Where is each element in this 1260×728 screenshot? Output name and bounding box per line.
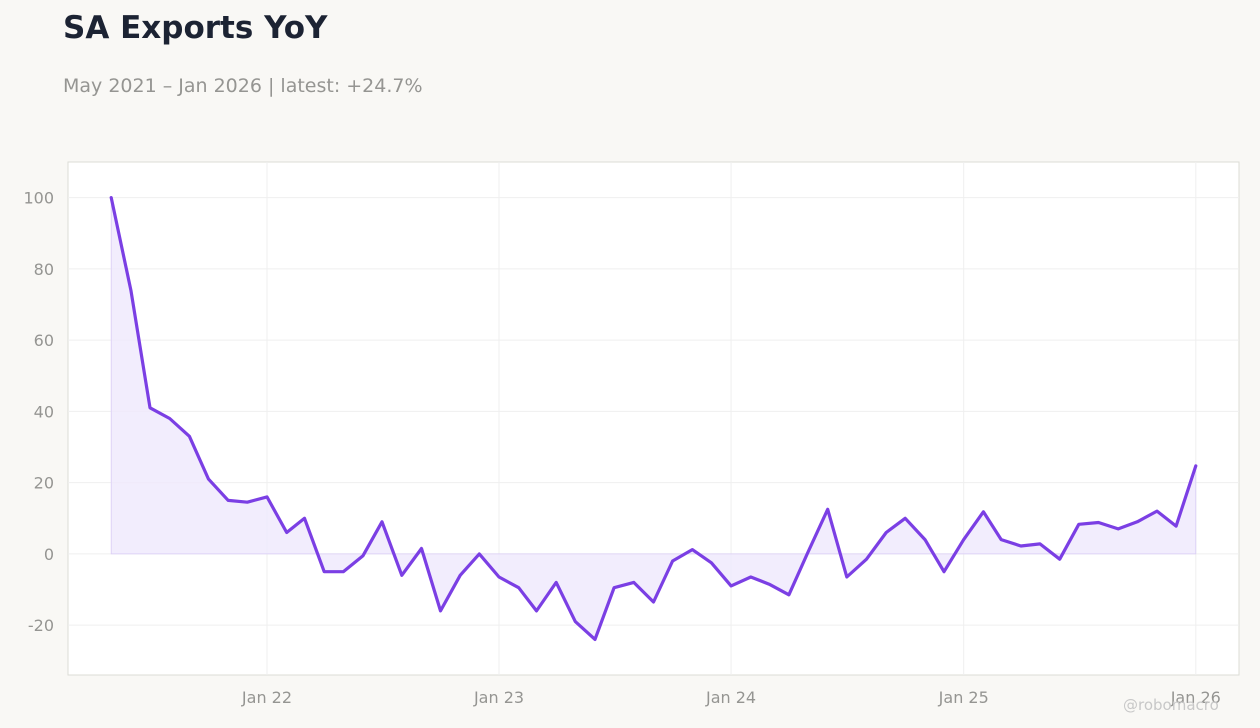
x-tick-label: Jan 26 (1170, 688, 1221, 707)
x-tick-label: Jan 22 (241, 688, 292, 707)
x-tick-label: Jan 23 (473, 688, 524, 707)
y-tick-label: 40 (34, 402, 54, 421)
y-tick-label: 0 (44, 545, 54, 564)
x-tick-label: Jan 25 (938, 688, 989, 707)
y-tick-label: 100 (23, 189, 54, 208)
y-tick-label: -20 (28, 616, 54, 635)
y-tick-label: 60 (34, 331, 54, 350)
y-tick-label: 20 (34, 474, 54, 493)
x-tick-label: Jan 24 (705, 688, 756, 707)
watermark: @robomacro (1123, 696, 1219, 714)
chart-title: SA Exports YoY (63, 10, 328, 46)
y-tick-label: 80 (34, 260, 54, 279)
grid-lines (68, 162, 1239, 675)
axis-ticks: 100 80 60 40 20 0 -20 Jan 22 Jan 23 Jan 24 Jan 25 J… (23, 189, 1220, 707)
series-line (109, 196, 1198, 641)
chart-subtitle: May 2021 – Jan 2026 | latest: +24.7% (63, 75, 423, 97)
